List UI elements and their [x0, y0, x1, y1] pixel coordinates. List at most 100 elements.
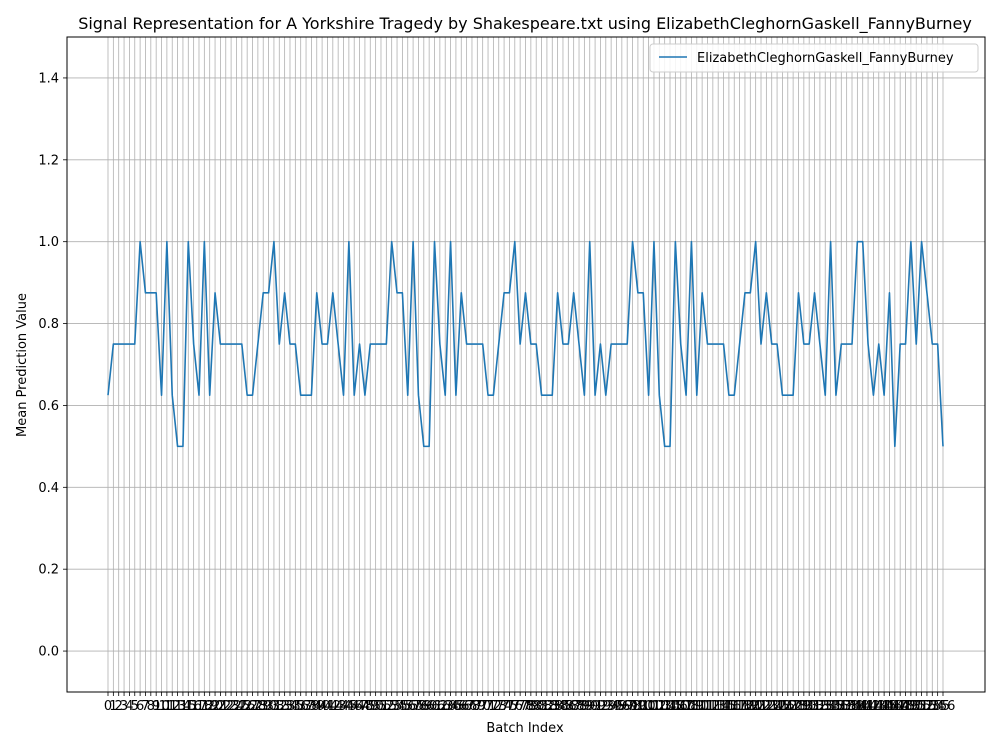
x-tick-label: 5	[131, 699, 139, 714]
x-tick-label: 44	[335, 699, 352, 714]
x-tick-label: 22	[217, 699, 234, 714]
data-point	[503, 292, 505, 294]
data-point	[787, 394, 789, 396]
data-point	[728, 394, 730, 396]
x-tick-label: 100	[631, 699, 656, 714]
data-point	[380, 343, 382, 345]
x-tick-label: 152	[909, 699, 934, 714]
x-tick-label: 96	[614, 699, 631, 714]
data-point	[605, 394, 607, 396]
chart-title: Signal Representation for A Yorkshire Tr…	[78, 14, 972, 34]
data-point	[910, 241, 912, 243]
x-tick-label: 45	[341, 699, 358, 714]
x-tick-label: 15	[180, 699, 197, 714]
y-tick-label: 1.0	[38, 235, 59, 250]
x-tick-label: 17	[191, 699, 208, 714]
data-point	[819, 343, 821, 345]
data-point	[712, 343, 714, 345]
x-tick-label: 47	[351, 699, 368, 714]
x-tick-label: 137	[829, 699, 854, 714]
x-tick-label: 120	[738, 699, 763, 714]
x-tick-label: 103	[647, 699, 672, 714]
x-tick-label: 109	[679, 699, 704, 714]
data-point	[278, 343, 280, 345]
x-tick-label: 64	[442, 699, 459, 714]
data-point	[150, 292, 152, 294]
data-point	[878, 343, 880, 345]
x-tick-label: 149	[893, 699, 918, 714]
x-tick-label: 6	[136, 699, 144, 714]
x-tick-label: 27	[244, 699, 261, 714]
data-point	[642, 292, 644, 294]
data-point	[546, 394, 548, 396]
x-tick-label: 41	[319, 699, 336, 714]
x-tick-label: 84	[549, 699, 566, 714]
data-point	[498, 343, 500, 345]
data-point	[883, 394, 885, 396]
data-point	[723, 343, 725, 345]
x-tick-label: 144	[866, 699, 891, 714]
x-tick-label: 95	[608, 699, 625, 714]
data-point	[139, 241, 141, 243]
data-point	[717, 343, 719, 345]
data-point	[525, 292, 527, 294]
x-tick-label: 128	[781, 699, 806, 714]
x-tick-label: 148	[888, 699, 913, 714]
x-tick-label: 107	[668, 699, 693, 714]
x-tick-label: 9	[152, 699, 160, 714]
data-point	[246, 394, 248, 396]
data-point	[177, 446, 179, 448]
legend-label: ElizabethCleghornGaskell_FannyBurney	[697, 51, 954, 66]
x-tick-label: 119	[733, 699, 758, 714]
data-point	[857, 241, 859, 243]
data-point	[541, 394, 543, 396]
data-point	[241, 343, 243, 345]
x-tick-label: 26	[239, 699, 256, 714]
x-tick-label: 38	[303, 699, 320, 714]
x-tick-label: 2	[115, 699, 123, 714]
x-tick-label: 146	[877, 699, 902, 714]
data-point	[193, 343, 195, 345]
x-tick-label: 90	[581, 699, 598, 714]
series-layer	[107, 240, 944, 448]
x-tick-label: 61	[426, 699, 443, 714]
x-axis-title: Batch Index	[486, 721, 564, 736]
data-point	[359, 343, 361, 345]
x-tick-label: 65	[448, 699, 465, 714]
x-tick-label: 85	[555, 699, 572, 714]
y-axis-ticks: 0.0 0.2 0.4 0.6 0.8 1.0 1.2 1.4	[38, 71, 67, 660]
data-point	[562, 343, 564, 345]
data-point	[584, 394, 586, 396]
series-line	[107, 240, 944, 448]
data-point	[482, 343, 484, 345]
x-tick-label: 33	[276, 699, 293, 714]
x-tick-label: 31	[266, 699, 283, 714]
data-point	[873, 394, 875, 396]
data-point	[509, 292, 511, 294]
data-point	[252, 394, 254, 396]
x-tick-label: 18	[196, 699, 213, 714]
data-point	[551, 394, 553, 396]
data-point	[321, 343, 323, 345]
data-point	[701, 292, 703, 294]
data-point	[600, 343, 602, 345]
x-tick-label: 14	[175, 699, 192, 714]
data-point	[862, 241, 864, 243]
data-point	[332, 292, 334, 294]
data-point	[316, 292, 318, 294]
x-tick-label: 46	[346, 699, 363, 714]
x-tick-label: 121	[743, 699, 768, 714]
x-tick-label: 104	[652, 699, 677, 714]
x-tick-label: 123	[754, 699, 779, 714]
data-point	[814, 292, 816, 294]
x-tick-label: 74	[496, 699, 513, 714]
x-tick-label: 32	[271, 699, 288, 714]
x-tick-label: 147	[882, 699, 907, 714]
data-point	[771, 343, 773, 345]
x-tick-label: 113	[700, 699, 725, 714]
x-tick-label: 80	[528, 699, 545, 714]
x-tick-label: 21	[212, 699, 229, 714]
data-point	[268, 292, 270, 294]
data-point	[798, 292, 800, 294]
x-tick-label: 43	[330, 699, 347, 714]
